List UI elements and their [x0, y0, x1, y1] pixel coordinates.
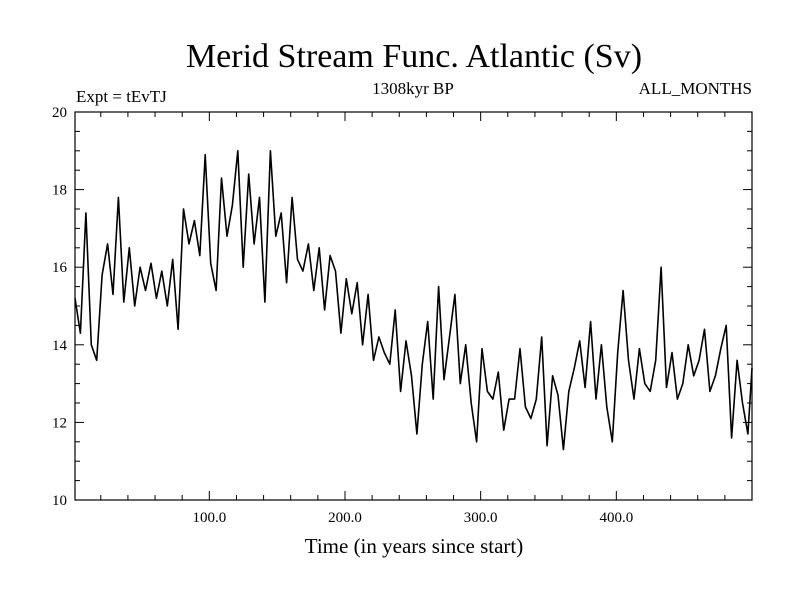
x-axis-label: Time (in years since start): [305, 534, 524, 558]
x-tick-label: 300.0: [464, 510, 498, 526]
plot-frame: [74, 111, 753, 501]
period-label: 1308kyr BP: [372, 79, 454, 98]
months-label: ALL_MONTHS: [639, 79, 752, 98]
experiment-label: Expt = tEvTJ: [76, 87, 167, 106]
x-tick-label: 400.0: [599, 510, 633, 526]
ticks-layer: 10 12 14 16 18 20 100.0 200.0 300.0 400.0: [52, 105, 752, 526]
y-tick-label: 12: [52, 415, 67, 431]
y-tick-label: 20: [52, 105, 67, 121]
x-tick-label: 200.0: [328, 510, 362, 526]
y-tick-label: 10: [52, 493, 67, 509]
y-tick-label: 18: [52, 183, 67, 199]
series-line: [74, 150, 753, 451]
y-tick-label: 16: [52, 260, 68, 276]
y-tick-label: 14: [52, 338, 68, 354]
chart-title: Merid Stream Func. Atlantic (Sv): [186, 38, 642, 75]
x-tick-label: 100.0: [192, 510, 226, 526]
